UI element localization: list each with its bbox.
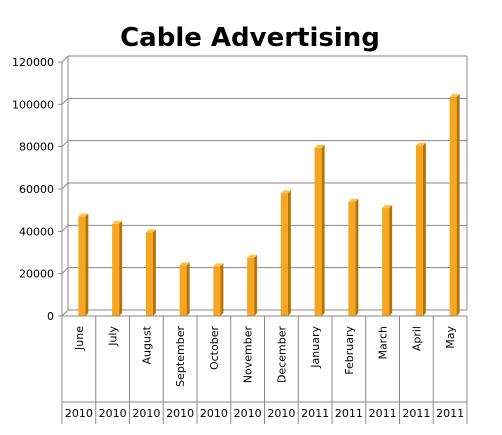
- bar: [382, 205, 393, 316]
- x-tick-label: March: [377, 326, 390, 360]
- x-tick-label: February: [343, 326, 356, 375]
- bar-top: [179, 262, 190, 266]
- x-year-label: 2010: [132, 407, 160, 420]
- y-tick-label: 80000: [19, 141, 54, 154]
- gridline-stub: [61, 97, 69, 105]
- bar: [112, 220, 123, 316]
- bar-side: [186, 262, 190, 316]
- gridline-stub: [61, 140, 69, 148]
- y-tick-label: 40000: [19, 225, 54, 238]
- bar-top: [280, 190, 291, 194]
- bar-front: [415, 145, 423, 316]
- bar-side: [389, 205, 393, 316]
- bar-side: [456, 93, 460, 316]
- bar-front: [179, 265, 187, 316]
- bar-top: [247, 254, 258, 258]
- bar-front: [112, 223, 120, 316]
- bar: [145, 229, 156, 316]
- gridline-stub: [61, 55, 69, 63]
- bar-front: [280, 193, 288, 316]
- x-year-label: 2011: [402, 407, 430, 420]
- gridline-stub: [61, 182, 69, 190]
- bar-top: [382, 205, 393, 209]
- bar-top: [112, 220, 123, 224]
- x-tick-label: July: [107, 326, 120, 347]
- bar-top: [213, 263, 224, 267]
- x-tick-label: April: [410, 326, 423, 351]
- bar-top: [415, 142, 426, 146]
- bar-side: [119, 220, 123, 316]
- x-year-label: 2011: [436, 407, 464, 420]
- bar-side: [321, 144, 325, 316]
- gridlines: [61, 55, 467, 317]
- bar-side: [85, 213, 89, 316]
- bars: [78, 93, 460, 316]
- x-year-label: 2010: [234, 407, 262, 420]
- x-year-label: 2010: [99, 407, 127, 420]
- bar: [280, 190, 291, 316]
- bar-top: [449, 93, 460, 97]
- bar-front: [449, 96, 457, 316]
- bar-side: [152, 229, 156, 316]
- bar: [415, 142, 426, 316]
- x-tick-label: November: [242, 326, 255, 384]
- plot-frame: [61, 56, 468, 317]
- x-year-label: 2011: [369, 407, 397, 420]
- y-tick-label: 120000: [12, 56, 54, 69]
- y-tick-label: 0: [47, 310, 54, 323]
- x-year-label: 2010: [267, 407, 295, 420]
- bar-side: [287, 190, 291, 316]
- gridline-stub: [61, 309, 69, 317]
- bar: [179, 262, 190, 316]
- gridline-stub: [61, 267, 69, 275]
- bar: [348, 198, 359, 316]
- y-tick-label: 100000: [12, 98, 54, 111]
- x-year-label: 2011: [301, 407, 329, 420]
- x-tick-label: August: [140, 325, 153, 364]
- bar-front: [247, 257, 255, 316]
- gridline-stub: [61, 224, 69, 232]
- y-tick-label: 20000: [19, 268, 54, 281]
- bar-front: [78, 216, 86, 316]
- bar: [314, 144, 325, 316]
- y-tick-label: 60000: [19, 183, 54, 196]
- bar: [213, 263, 224, 316]
- x-tick-label: December: [275, 326, 288, 384]
- bar: [247, 254, 258, 316]
- x-tick-label: June: [73, 326, 86, 351]
- bar-top: [145, 229, 156, 233]
- bar-side: [220, 263, 224, 316]
- x-axis-table: June 2010 July 2010 August 2010 September 2010 O…: [61, 315, 468, 424]
- x-year-label: 2010: [65, 407, 93, 420]
- bar: [449, 93, 460, 316]
- bar-front: [314, 147, 322, 316]
- bar-front: [382, 208, 390, 316]
- bar-top: [78, 213, 89, 217]
- x-tick-label: September: [174, 326, 187, 387]
- x-tick-label: May: [444, 326, 457, 349]
- bar-side: [422, 142, 426, 316]
- x-year-label: 2010: [200, 407, 228, 420]
- bar-front: [213, 266, 221, 316]
- bar-side: [355, 198, 359, 316]
- x-year-label: 2010: [166, 407, 194, 420]
- bar-top: [348, 198, 359, 202]
- x-tick-label: January: [309, 326, 322, 369]
- bar-side: [254, 254, 258, 316]
- x-year-label: 2011: [335, 407, 363, 420]
- bar-front: [145, 232, 153, 316]
- bar-front: [348, 201, 356, 316]
- y-axis: 0 20000 40000 60000 80000 100000 120000: [12, 56, 62, 323]
- x-tick-label: October: [208, 326, 221, 370]
- bar-top: [314, 144, 325, 148]
- bar: [78, 213, 89, 316]
- chart-title: Cable Advertising: [120, 23, 380, 53]
